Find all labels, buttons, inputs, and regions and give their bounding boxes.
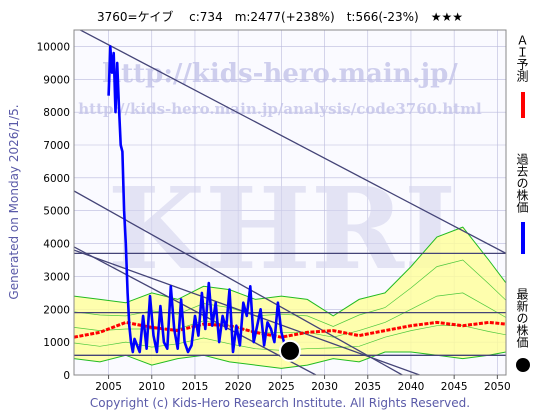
y-tick-label: 2000 <box>43 304 70 316</box>
axes: 0 1000 2000 3000 4000 5000 6000 7000 8000 9000 100… <box>37 41 511 393</box>
x-tick-label: 2040 <box>398 381 425 393</box>
trend-line <box>74 246 317 375</box>
x-tick-label: 2020 <box>225 381 252 393</box>
copyright-notice: Copyright (c) Kids-Hero Research Institu… <box>89 396 471 410</box>
legend-label-latest: 最新の株価 <box>515 288 529 348</box>
legend <box>516 92 530 372</box>
x-tick-label: 2050 <box>484 381 511 393</box>
x-tick-label: 2015 <box>182 381 209 393</box>
y-tick-label: 1000 <box>43 337 70 349</box>
y-tick-label: 4000 <box>43 239 70 251</box>
forecast-line <box>74 320 506 339</box>
past-price-line <box>107 45 292 354</box>
chart-title: 3760=ケイブ c:734 m:2477(+238%) t:566(-23%)… <box>96 10 463 24</box>
y-tick-label: 6000 <box>43 173 70 185</box>
x-tick-label: 2035 <box>354 381 381 393</box>
watermark: http://kids-hero.main.jp/ http://kids-he… <box>78 59 482 295</box>
y-tick-label: 10000 <box>37 41 70 53</box>
x-tick-label: 2025 <box>268 381 295 393</box>
x-tick-label: 2005 <box>95 381 122 393</box>
y-tick-label: 3000 <box>43 271 70 283</box>
y-tick-label: 7000 <box>43 140 70 152</box>
watermark-logo: KHRI <box>108 164 457 295</box>
trend-line <box>74 190 403 375</box>
watermark-url-detail: http://kids-hero.main.jp/analysis/code37… <box>78 100 482 118</box>
latest-price-marker <box>279 339 301 362</box>
forecast-band-area <box>74 227 506 369</box>
plot-frame <box>73 29 507 376</box>
y-tick-label: 0 <box>63 370 70 382</box>
forecast-band-upper <box>74 226 506 317</box>
series <box>74 45 506 354</box>
legend-label-past: 過去の株価 <box>515 153 529 213</box>
legend-label-forecast: ＡＩ予測 <box>515 34 529 82</box>
latest-price <box>279 339 301 362</box>
legend-latest-marker <box>516 358 530 372</box>
x-tick-label: 2010 <box>138 381 165 393</box>
y-tick-label: 9000 <box>43 74 70 86</box>
watermark-url: http://kids-hero.main.jp/ <box>102 59 458 89</box>
x-tick-label: 2030 <box>311 381 338 393</box>
y-tick-label: 8000 <box>43 107 70 119</box>
forecast-band <box>74 226 506 369</box>
x-tick-label: 2045 <box>441 381 468 393</box>
y-tick-label: 5000 <box>43 206 70 218</box>
trend-line <box>78 30 506 254</box>
